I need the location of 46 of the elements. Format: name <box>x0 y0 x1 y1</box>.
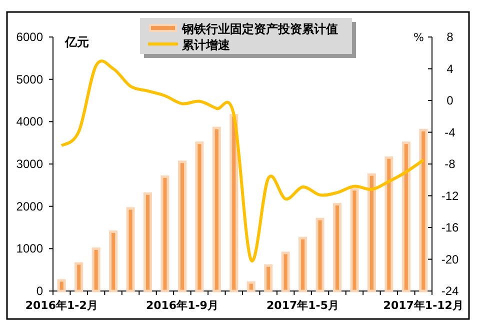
y2-tick-label: 4 <box>446 62 454 76</box>
bar <box>230 114 238 292</box>
x-tick-label: 2017年1-5月 <box>266 299 340 312</box>
bar <box>402 142 410 292</box>
bar <box>298 236 308 292</box>
y-tick-label: 4000 <box>16 114 44 129</box>
y2-tick-label: -20 <box>441 252 459 266</box>
legend-label: 累计增速 <box>181 38 231 52</box>
bar <box>178 160 186 292</box>
bar <box>57 279 66 292</box>
y-tick-label: 3000 <box>16 157 44 171</box>
bar <box>350 188 359 292</box>
bar <box>126 207 135 292</box>
bar <box>109 230 118 292</box>
legend-label: 钢铁行业固定资产投资累计值 <box>181 22 338 36</box>
x-tick-label: 2016年1-2月 <box>25 299 98 312</box>
x-tick-label: 2016年1-9月 <box>146 299 218 312</box>
bar <box>367 173 376 292</box>
bar <box>246 281 256 292</box>
bar <box>144 192 152 292</box>
y2-tick-label: -8 <box>444 157 456 171</box>
bar <box>92 247 100 292</box>
bar <box>212 126 221 292</box>
bar <box>333 202 342 292</box>
y-tick-label: 0 <box>36 284 44 298</box>
bar <box>281 252 290 292</box>
y2-tick-label: -12 <box>441 188 459 203</box>
y2-tick-label: -24 <box>441 284 459 298</box>
y2-tick-label: 8 <box>446 30 454 44</box>
x-tick-label: 2017年1-12月 <box>383 299 464 312</box>
y-axis-title: 亿元 <box>64 35 89 49</box>
bar <box>419 128 428 292</box>
bar <box>264 264 273 292</box>
bar <box>160 175 170 292</box>
y2-tick-label: 0 <box>446 94 454 108</box>
bar <box>195 142 204 292</box>
y-tick-label: 5000 <box>16 72 44 86</box>
y2-tick-label: -4 <box>444 125 456 140</box>
y2-tick-label: -16 <box>441 220 459 234</box>
bar <box>384 156 394 292</box>
y-tick-label: 1000 <box>16 242 44 256</box>
bar <box>316 218 324 292</box>
y-tick-label: 6000 <box>16 30 44 44</box>
y-tick-label: 2000 <box>16 199 44 214</box>
bar <box>74 262 84 292</box>
y2-axis-title: % <box>414 31 424 44</box>
